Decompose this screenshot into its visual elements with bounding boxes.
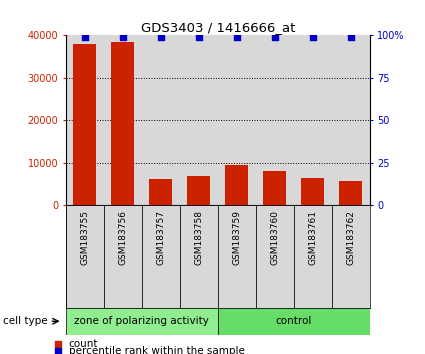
Text: GSM183756: GSM183756 [118, 210, 127, 266]
Text: zone of polarizing activity: zone of polarizing activity [74, 316, 209, 326]
Point [347, 34, 354, 40]
Bar [218, 205, 256, 308]
Bar [256, 205, 294, 308]
Point [196, 34, 202, 40]
Bar [225, 165, 248, 205]
Bar [294, 205, 332, 308]
Text: GSM183758: GSM183758 [194, 210, 203, 266]
Point [82, 34, 88, 40]
Point [233, 34, 240, 40]
Bar [142, 205, 180, 308]
Bar [332, 205, 370, 308]
Text: GSM183759: GSM183759 [232, 210, 241, 266]
Bar [74, 44, 96, 205]
Point [55, 348, 62, 354]
Text: cell type: cell type [3, 316, 48, 326]
Bar [339, 181, 362, 205]
Text: count: count [69, 339, 98, 349]
Bar [180, 205, 218, 308]
Point [55, 341, 62, 347]
Point [272, 34, 278, 40]
Bar [264, 171, 286, 205]
Bar [218, 308, 370, 335]
Bar [187, 176, 210, 205]
Text: GSM183757: GSM183757 [156, 210, 165, 266]
Bar [66, 205, 104, 308]
Point [157, 34, 164, 40]
Title: GDS3403 / 1416666_at: GDS3403 / 1416666_at [141, 21, 295, 34]
Bar [104, 205, 142, 308]
Bar [66, 308, 218, 335]
Bar [111, 42, 134, 205]
Point [309, 34, 316, 40]
Text: GSM183760: GSM183760 [270, 210, 279, 266]
Bar [301, 178, 324, 205]
Text: GSM183762: GSM183762 [346, 210, 355, 266]
Bar [150, 179, 172, 205]
Text: percentile rank within the sample: percentile rank within the sample [69, 346, 245, 354]
Text: GSM183755: GSM183755 [80, 210, 89, 266]
Point [119, 34, 126, 40]
Text: control: control [275, 316, 312, 326]
Text: GSM183761: GSM183761 [308, 210, 317, 266]
